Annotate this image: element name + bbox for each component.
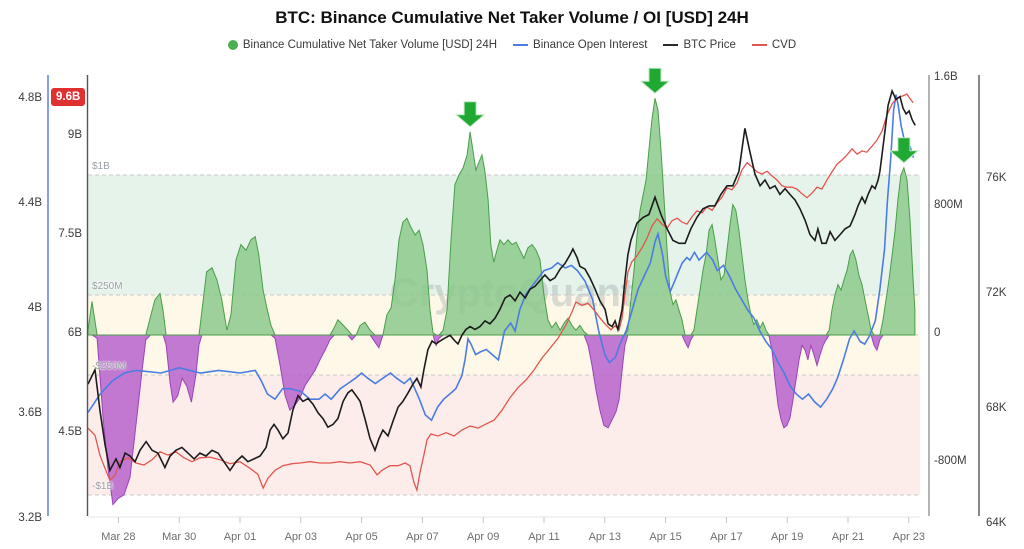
chart-title: BTC: Binance Cumulative Net Taker Volume…: [275, 8, 749, 27]
y-tick-btc-price: 68K: [986, 402, 1007, 414]
legend-label: CVD: [771, 39, 797, 51]
series-cvd-line: [87, 93, 914, 493]
y-tick-cvd: 4.5B: [58, 426, 82, 438]
y-tick-btc-price: 76K: [986, 172, 1007, 184]
legend-item-1[interactable]: Binance Open Interest: [513, 39, 647, 51]
threshold-label: -$1B: [92, 481, 114, 492]
y-tick-open-interest: 3.6B: [18, 407, 42, 419]
legend-line-icon: [751, 44, 767, 46]
x-tick-label: Apr 19: [770, 531, 804, 543]
x-tick-label: Apr 09: [466, 531, 500, 543]
y-tick-open-interest: 3.2B: [18, 512, 42, 524]
y-tick-cvd: 7.5B: [58, 228, 82, 240]
y-tick-net-taker: -800M: [934, 455, 967, 467]
x-tick-label: Mar 30: [162, 531, 197, 543]
legend-dot-icon: [227, 40, 238, 50]
series-open-interest-line: [87, 94, 915, 422]
legend-item-0[interactable]: Binance Cumulative Net Taker Volume [USD…: [227, 39, 498, 51]
legend-line-icon: [513, 44, 529, 46]
legend-label: BTC Price: [683, 39, 736, 51]
signal-arrow-icon: [888, 137, 920, 164]
y-tick-open-interest: 4B: [27, 302, 42, 314]
legend-item-2[interactable]: BTC Price: [663, 39, 736, 51]
threshold-label: $250M: [92, 281, 123, 292]
x-tick-label: Apr 05: [345, 531, 378, 543]
x-tick-label: Apr 21: [831, 531, 865, 543]
legend: Binance Cumulative Net Taker Volume [USD…: [0, 39, 1024, 51]
y-tick-cvd: 6B: [67, 327, 82, 339]
legend-label: Binance Cumulative Net Taker Volume [USD…: [242, 39, 498, 51]
x-tick-label: Apr 01: [223, 531, 257, 543]
threshold-label: $1B: [92, 161, 110, 172]
legend-item-3[interactable]: CVD: [751, 39, 797, 51]
cvd-current-value-badge: 9.6B: [51, 88, 86, 106]
y-tick-net-taker: 1.6B: [934, 71, 958, 83]
signal-arrow-icon: [454, 101, 486, 128]
y-tick-net-taker: 800M: [934, 199, 963, 211]
y-tick-btc-price: 72K: [986, 287, 1007, 299]
x-tick-label: Apr 07: [406, 531, 439, 543]
signal-arrow-icon: [639, 67, 671, 94]
y-tick-net-taker: 0: [934, 327, 941, 339]
x-tick-label: Apr 03: [284, 531, 317, 543]
threshold-label: -$250M: [92, 361, 126, 372]
x-tick-label: Mar 28: [101, 531, 136, 543]
y-tick-open-interest: 4.4B: [18, 197, 42, 209]
y-tick-open-interest: 4.8B: [18, 92, 42, 104]
x-tick-label: Apr 17: [710, 531, 743, 543]
y-tick-btc-price: 64K: [986, 517, 1007, 529]
x-tick-label: Apr 13: [588, 531, 621, 543]
x-tick-label: Apr 11: [528, 531, 560, 543]
x-tick-label: Apr 23: [892, 531, 925, 543]
y-tick-cvd: 9B: [67, 129, 82, 141]
series-net-taker-positive-area: [87, 98, 916, 336]
legend-line-icon: [663, 44, 679, 46]
legend-label: Binance Open Interest: [533, 39, 648, 51]
x-tick-label: Apr 15: [649, 531, 682, 543]
series-btc-price-line: [87, 88, 916, 473]
